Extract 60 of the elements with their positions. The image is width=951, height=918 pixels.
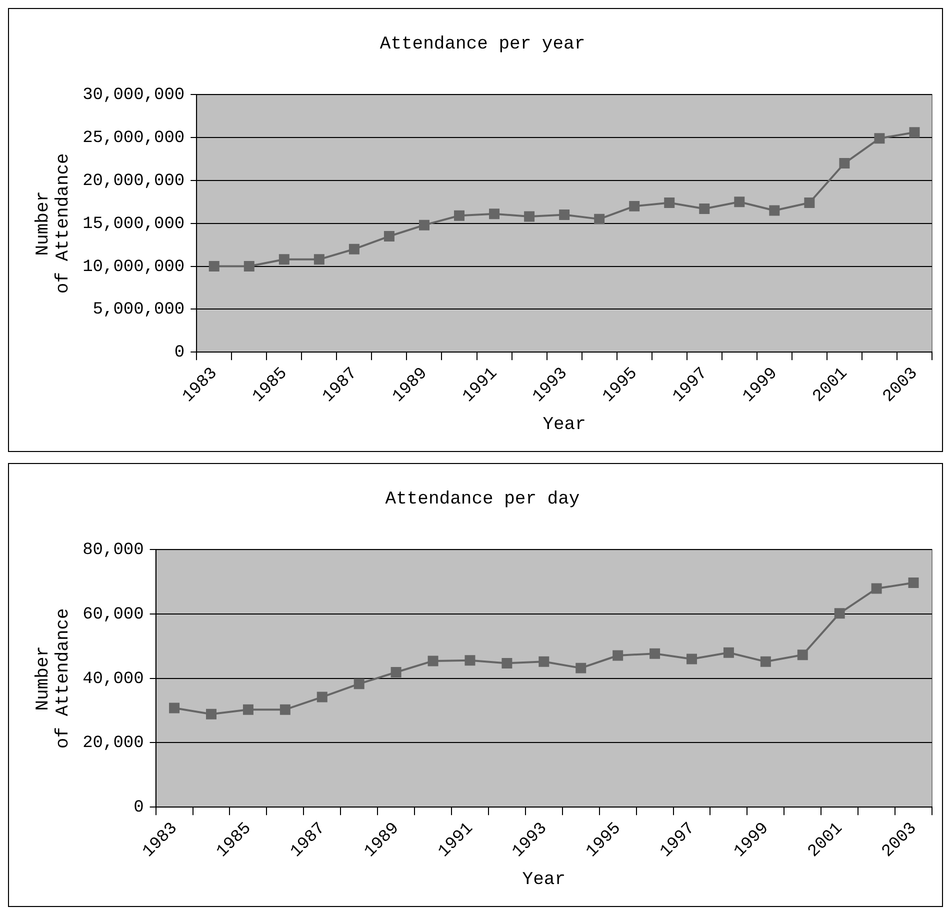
point: [242, 704, 254, 715]
point: [384, 230, 394, 242]
y-axis-title: Number of Attendance: [34, 608, 74, 749]
point: [559, 210, 570, 220]
y-tick-label: 10,000,000: [82, 258, 185, 277]
y-axis-title: Number of Attendance: [34, 153, 74, 294]
point: [650, 648, 660, 659]
point: [354, 678, 364, 690]
point: [244, 261, 254, 272]
point: [538, 656, 550, 667]
point: [280, 704, 290, 715]
point: [686, 654, 697, 664]
point: [909, 127, 920, 138]
x-axis-title: Year: [522, 870, 566, 890]
point: [769, 205, 780, 216]
point: [612, 650, 624, 661]
point: [874, 133, 885, 144]
x-axis-title: Year: [542, 414, 586, 435]
point: [390, 667, 402, 678]
y-tick-label: 25,000,000: [82, 129, 185, 148]
point: [797, 650, 808, 660]
point: [839, 158, 850, 169]
point: [629, 200, 640, 212]
point: [314, 254, 324, 265]
point: [206, 708, 216, 720]
point: [316, 692, 328, 702]
y-tick-label: 20,000: [82, 734, 144, 754]
point: [723, 647, 734, 658]
y-tick-label: 20,000,000: [82, 172, 185, 191]
y-tick-label: 0: [134, 798, 144, 818]
y-tick-label: 5,000,000: [92, 300, 185, 320]
point: [664, 198, 675, 208]
point: [871, 583, 882, 594]
y-tick-label: 60,000: [82, 605, 144, 624]
point: [908, 578, 919, 588]
point: [418, 220, 430, 230]
point: [464, 655, 476, 666]
chart-title: Attendance per day: [385, 490, 580, 510]
point: [524, 211, 535, 222]
point: [502, 658, 512, 668]
y-tick-label: 80,000: [82, 541, 144, 560]
y-tick-label: 30,000,000: [82, 86, 185, 106]
point: [834, 608, 845, 619]
y-tick-label: 15,000,000: [82, 214, 185, 234]
chart-title: Attendance per year: [380, 34, 586, 55]
y-tick-label: 0: [174, 344, 185, 363]
point: [699, 204, 710, 214]
point: [760, 656, 771, 667]
point: [489, 208, 500, 220]
point: [734, 196, 745, 208]
point: [348, 244, 360, 254]
point: [594, 214, 605, 224]
point: [428, 656, 438, 666]
point: [576, 662, 586, 674]
point: [169, 702, 180, 714]
point: [278, 254, 290, 265]
y-tick-label: 40,000: [82, 670, 144, 689]
point: [804, 198, 815, 208]
point: [454, 210, 464, 221]
point: [208, 261, 220, 272]
